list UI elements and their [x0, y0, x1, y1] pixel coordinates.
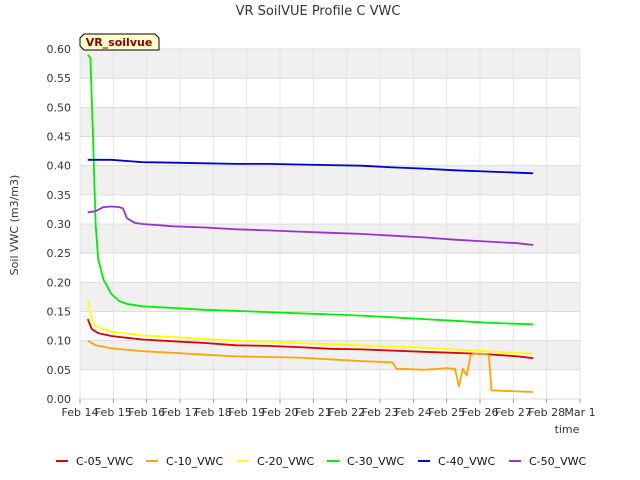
x-tick-label: Feb 24	[395, 406, 432, 419]
plot-band	[80, 224, 580, 254]
y-tick-label: 0.50	[47, 101, 72, 114]
series-line-c-50-vwc	[87, 205, 534, 246]
legend-label: C-50_VWC	[529, 455, 587, 468]
x-tick-label: Feb 22	[328, 406, 365, 419]
legend-label: C-05_VWC	[76, 455, 134, 468]
series-line-c-40-vwc	[87, 158, 534, 175]
plot-band	[80, 78, 580, 108]
y-tick-label: 0.00	[47, 393, 72, 406]
y-tick-label: 0.35	[47, 189, 72, 202]
x-tick-label: Feb 14	[62, 406, 99, 419]
legend-label: C-40_VWC	[438, 455, 496, 468]
x-tick-label: Mar 1	[564, 406, 595, 419]
x-tick-label: Feb 23	[362, 406, 399, 419]
site-badge-label: VR_soilvue	[86, 36, 153, 49]
plot-band	[80, 253, 580, 283]
series-line-c-10-vwc	[87, 339, 534, 393]
y-tick-label: 0.40	[47, 160, 72, 173]
y-tick-label: 0.15	[47, 306, 72, 319]
y-tick-label: 0.30	[47, 218, 72, 231]
y-tick-label: 0.10	[47, 335, 72, 348]
series-line-c-05-vwc	[86, 318, 534, 360]
plot-band	[80, 107, 580, 137]
series-line-c-20-vwc	[86, 299, 534, 355]
legend: C-05_VWC C-10_VWC C-20_VWC C-30_VWC C-40_VWC…	[56, 455, 587, 468]
x-tick-label: Feb 18	[195, 406, 232, 419]
grid-lines	[79, 48, 581, 403]
y-tick-label: 0.45	[47, 131, 72, 144]
x-tick-label: Feb 20	[262, 406, 299, 419]
plot-bands	[80, 49, 580, 399]
y-tick-label: 0.20	[47, 276, 72, 289]
x-tick-label: Feb 16	[128, 406, 165, 419]
x-tick-label: Feb 27	[495, 406, 532, 419]
y-tick-label: 0.60	[47, 43, 72, 56]
y-tick-label: 0.25	[47, 247, 72, 260]
legend-label: C-20_VWC	[257, 455, 315, 468]
plot-band	[80, 165, 580, 195]
plot-band	[80, 194, 580, 224]
x-tick-label: Feb 15	[95, 406, 132, 419]
y-tick-label: 0.05	[47, 364, 72, 377]
y-tick-label: 0.55	[47, 72, 72, 85]
x-tick-label: Feb 19	[228, 406, 265, 419]
plot-band	[80, 49, 580, 79]
site-badge: VR_soilvue	[79, 33, 160, 51]
series-line-c-30-vwc	[87, 54, 534, 326]
legend-label: C-30_VWC	[347, 455, 405, 468]
x-axis-label: time	[555, 423, 580, 436]
x-tick-label: Feb 21	[295, 406, 332, 419]
chart-title: VR SoilVUE Profile C VWC	[236, 4, 401, 19]
x-tick-label: Feb 28	[528, 406, 565, 419]
legend-label: C-10_VWC	[166, 455, 224, 468]
series-lines	[86, 54, 534, 393]
plot-band	[80, 369, 580, 399]
y-axis-label: Soil VWC (m3/m3)	[8, 175, 21, 276]
x-tick-label: Feb 17	[162, 406, 199, 419]
x-tick-label: Feb 25	[428, 406, 465, 419]
y-axis-ticks: 0.00 0.05 0.10 0.15 0.20 0.25 0.30 0.35 0.40 0.45…	[47, 43, 72, 406]
plot-band	[80, 136, 580, 166]
site-badge-box	[79, 33, 160, 51]
x-tick-label: Feb 26	[462, 406, 499, 419]
